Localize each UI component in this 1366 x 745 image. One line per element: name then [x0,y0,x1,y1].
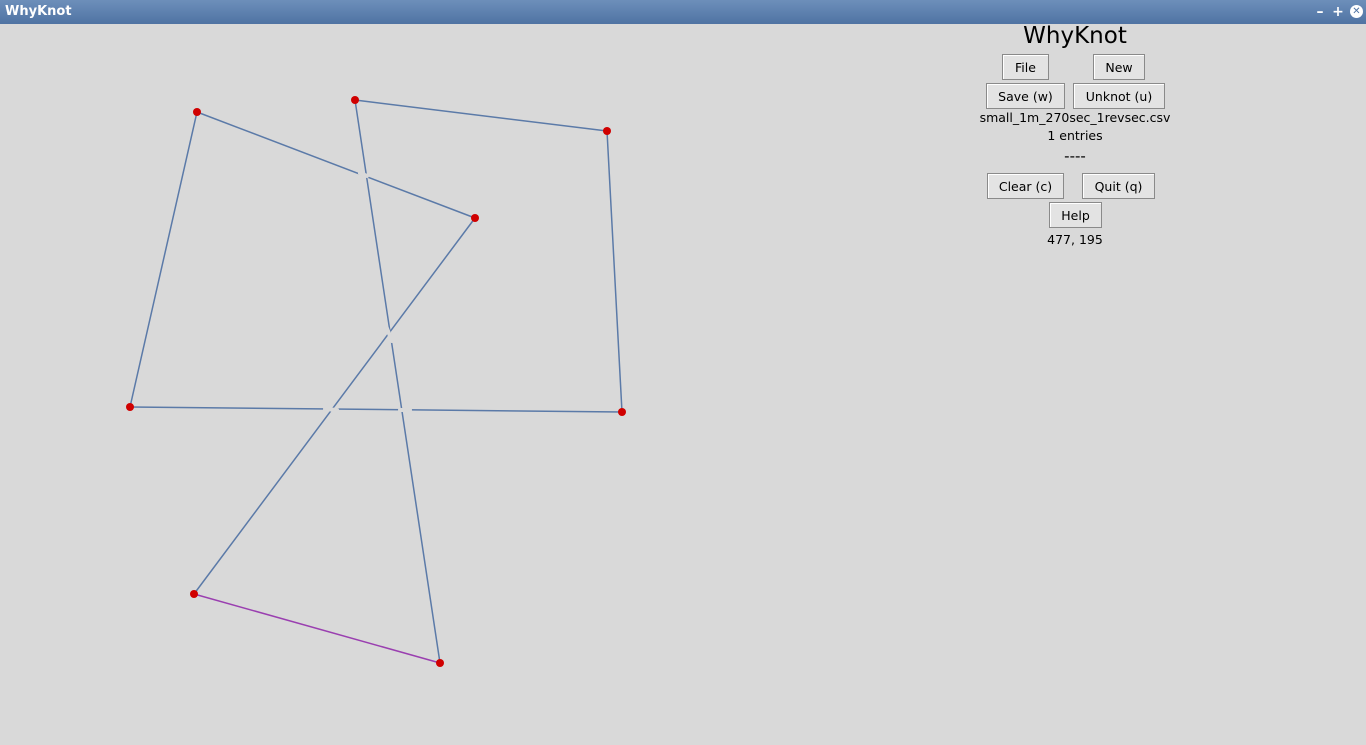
knot-edge-5 [129,406,623,413]
filename-label: small_1m_270sec_1revsec.csv [979,110,1171,125]
window-titlebar[interactable]: WhyKnot – + ✕ [0,0,1366,24]
file-button[interactable]: File [1002,54,1049,80]
save-button[interactable]: Save (w) [986,83,1065,109]
knot-vertex[interactable] [436,659,444,667]
window-title: WhyKnot [5,4,72,19]
knot-edge-3 [354,99,608,132]
knot-vertex[interactable] [603,127,611,135]
knot-drawing[interactable] [0,24,950,741]
knot-edge-last [193,593,441,664]
knot-edge-1 [196,111,476,219]
knot-canvas[interactable] [0,24,950,741]
knot-edge-6 [129,111,198,408]
knot-edge-7 [354,99,441,664]
maximize-icon[interactable]: + [1332,4,1344,20]
knot-vertex[interactable] [351,96,359,104]
crossing-gap-1 [358,171,369,178]
quit-button[interactable]: Quit (q) [1082,173,1155,199]
app-title: WhyKnot [1023,23,1127,49]
new-button[interactable]: New [1093,54,1145,80]
knot-edge-4 [606,130,623,413]
knot-edge-2 [193,217,476,595]
crossing-gap-2 [384,324,394,343]
help-button[interactable]: Help [1049,202,1102,228]
knot-vertex[interactable] [190,590,198,598]
knot-vertex[interactable] [471,214,479,222]
minimize-icon[interactable]: – [1316,4,1324,20]
separator-text: ---- [1064,147,1086,165]
knot-vertex[interactable] [193,108,201,116]
crossing-gap-3 [323,407,339,412]
clear-button[interactable]: Clear (c) [987,173,1064,199]
control-panel: WhyKnot File New Save (w) Unknot (u) sma… [955,24,1195,264]
knot-vertex[interactable] [618,408,626,416]
unknot-button[interactable]: Unknot (u) [1073,83,1165,109]
cursor-coords: 477, 195 [1047,232,1103,247]
close-icon[interactable]: ✕ [1350,5,1363,18]
entries-count: 1 entries [1047,128,1103,143]
knot-vertex[interactable] [126,403,134,411]
